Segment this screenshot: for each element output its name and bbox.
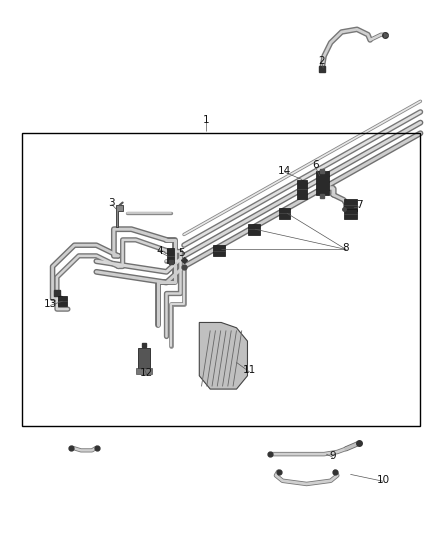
Bar: [213, 245, 225, 256]
Bar: [297, 180, 307, 198]
Text: 12: 12: [140, 368, 153, 378]
Bar: [248, 224, 260, 235]
Text: 4: 4: [156, 246, 163, 255]
Polygon shape: [116, 205, 123, 227]
Bar: [344, 209, 357, 219]
Text: 13: 13: [44, 299, 57, 309]
Bar: [136, 368, 152, 374]
Bar: [167, 248, 174, 263]
Bar: [316, 171, 328, 195]
Polygon shape: [199, 322, 247, 389]
Text: 3: 3: [108, 198, 115, 207]
Text: 2: 2: [318, 56, 325, 66]
Text: 11: 11: [243, 366, 256, 375]
Text: 6: 6: [312, 160, 319, 170]
Text: 7: 7: [356, 200, 363, 210]
Text: 14: 14: [278, 166, 291, 175]
Bar: [138, 348, 150, 370]
Text: 10: 10: [377, 475, 390, 484]
Text: 9: 9: [329, 451, 336, 461]
Bar: [279, 208, 290, 219]
Bar: [58, 296, 67, 306]
Text: 5: 5: [178, 248, 185, 258]
Bar: [344, 199, 357, 211]
Text: 1: 1: [202, 115, 209, 125]
Text: 8: 8: [343, 243, 350, 253]
Bar: [22, 133, 420, 426]
